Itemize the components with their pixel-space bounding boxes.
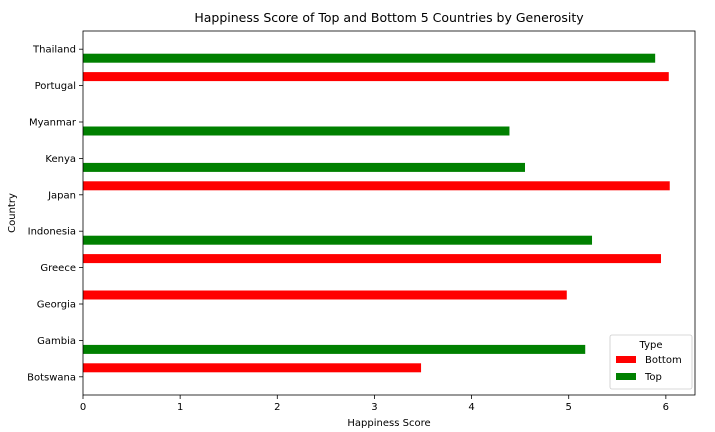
y-tick-label: Georgia bbox=[37, 300, 76, 311]
y-tick-label: Indonesia bbox=[28, 227, 76, 238]
legend: Type Bottom Top bbox=[609, 334, 693, 390]
x-axis-label: Happiness Score bbox=[347, 418, 430, 429]
y-tick-label: Portugal bbox=[35, 81, 76, 92]
bar-top-indonesia bbox=[83, 235, 593, 245]
legend-label-bottom: Bottom bbox=[645, 355, 682, 366]
y-tick-label: Greece bbox=[40, 263, 76, 274]
x-axis: 0 1 2 3 4 5 6 bbox=[80, 395, 669, 413]
legend-swatch-bottom bbox=[616, 356, 636, 363]
bar-bottom-portugal bbox=[83, 72, 669, 82]
y-tick-label: Myanmar bbox=[29, 118, 77, 129]
bar-top-thailand bbox=[83, 53, 656, 63]
chart-title: Happiness Score of Top and Bottom 5 Coun… bbox=[194, 10, 584, 25]
bar-top-gambia bbox=[83, 344, 586, 354]
bar-top-kenya bbox=[83, 162, 525, 172]
legend-label-top: Top bbox=[644, 372, 662, 383]
y-tick-label: Gambia bbox=[37, 336, 76, 347]
y-tick-label: Japan bbox=[47, 190, 76, 201]
y-tick-label: Thailand bbox=[32, 45, 76, 56]
x-tick-label: 3 bbox=[371, 402, 377, 413]
y-axis: Botswana Gambia Georgia Greece Indonesia Japa… bbox=[27, 45, 83, 383]
bars-layer bbox=[83, 53, 670, 373]
legend-title: Type bbox=[639, 340, 663, 351]
x-tick-label: 4 bbox=[468, 402, 474, 413]
y-axis-label: Country bbox=[7, 193, 18, 233]
bar-bottom-georgia bbox=[83, 290, 567, 300]
bar-top-myanmar bbox=[83, 126, 510, 136]
x-tick-label: 2 bbox=[274, 402, 280, 413]
bar-bottom-greece bbox=[83, 254, 661, 264]
x-tick-label: 0 bbox=[80, 402, 86, 413]
x-tick-label: 5 bbox=[566, 402, 572, 413]
y-tick-label: Kenya bbox=[45, 154, 76, 165]
x-tick-label: 1 bbox=[177, 402, 183, 413]
legend-swatch-top bbox=[616, 373, 636, 380]
bar-bottom-japan bbox=[83, 181, 670, 191]
plot-frame bbox=[82, 30, 696, 396]
bar-bottom-botswana bbox=[83, 363, 422, 373]
x-tick-label: 6 bbox=[663, 402, 669, 413]
y-tick-label: Botswana bbox=[27, 372, 76, 383]
